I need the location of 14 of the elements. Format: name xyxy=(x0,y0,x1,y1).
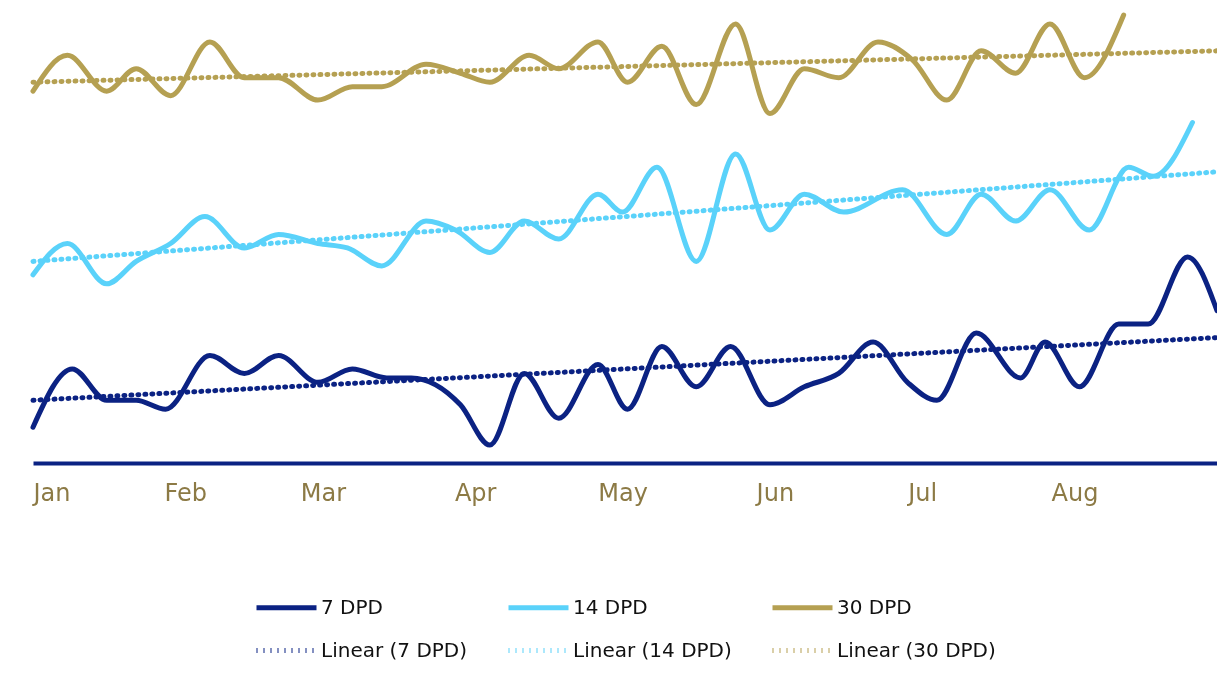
legend-label: Linear (30 DPD) xyxy=(837,637,996,662)
x-tick-label: Apr xyxy=(454,478,497,507)
x-tick-label: May xyxy=(598,478,648,507)
legend-label: Linear (7 DPD) xyxy=(321,637,468,662)
x-tick-label: Jun xyxy=(754,478,795,507)
legend-label: 30 DPD xyxy=(837,594,912,619)
x-tick-label: Feb xyxy=(164,478,208,507)
x-tick-label: Jan xyxy=(31,478,71,507)
legend-label: 14 DPD xyxy=(573,594,648,619)
legend-label: Linear (14 DPD) xyxy=(573,637,732,662)
legend-label: 7 DPD xyxy=(321,594,383,619)
x-tick-label: Mar xyxy=(300,478,347,507)
x-tick-label: Jul xyxy=(906,478,938,507)
x-tick-label: Aug xyxy=(1051,478,1099,507)
